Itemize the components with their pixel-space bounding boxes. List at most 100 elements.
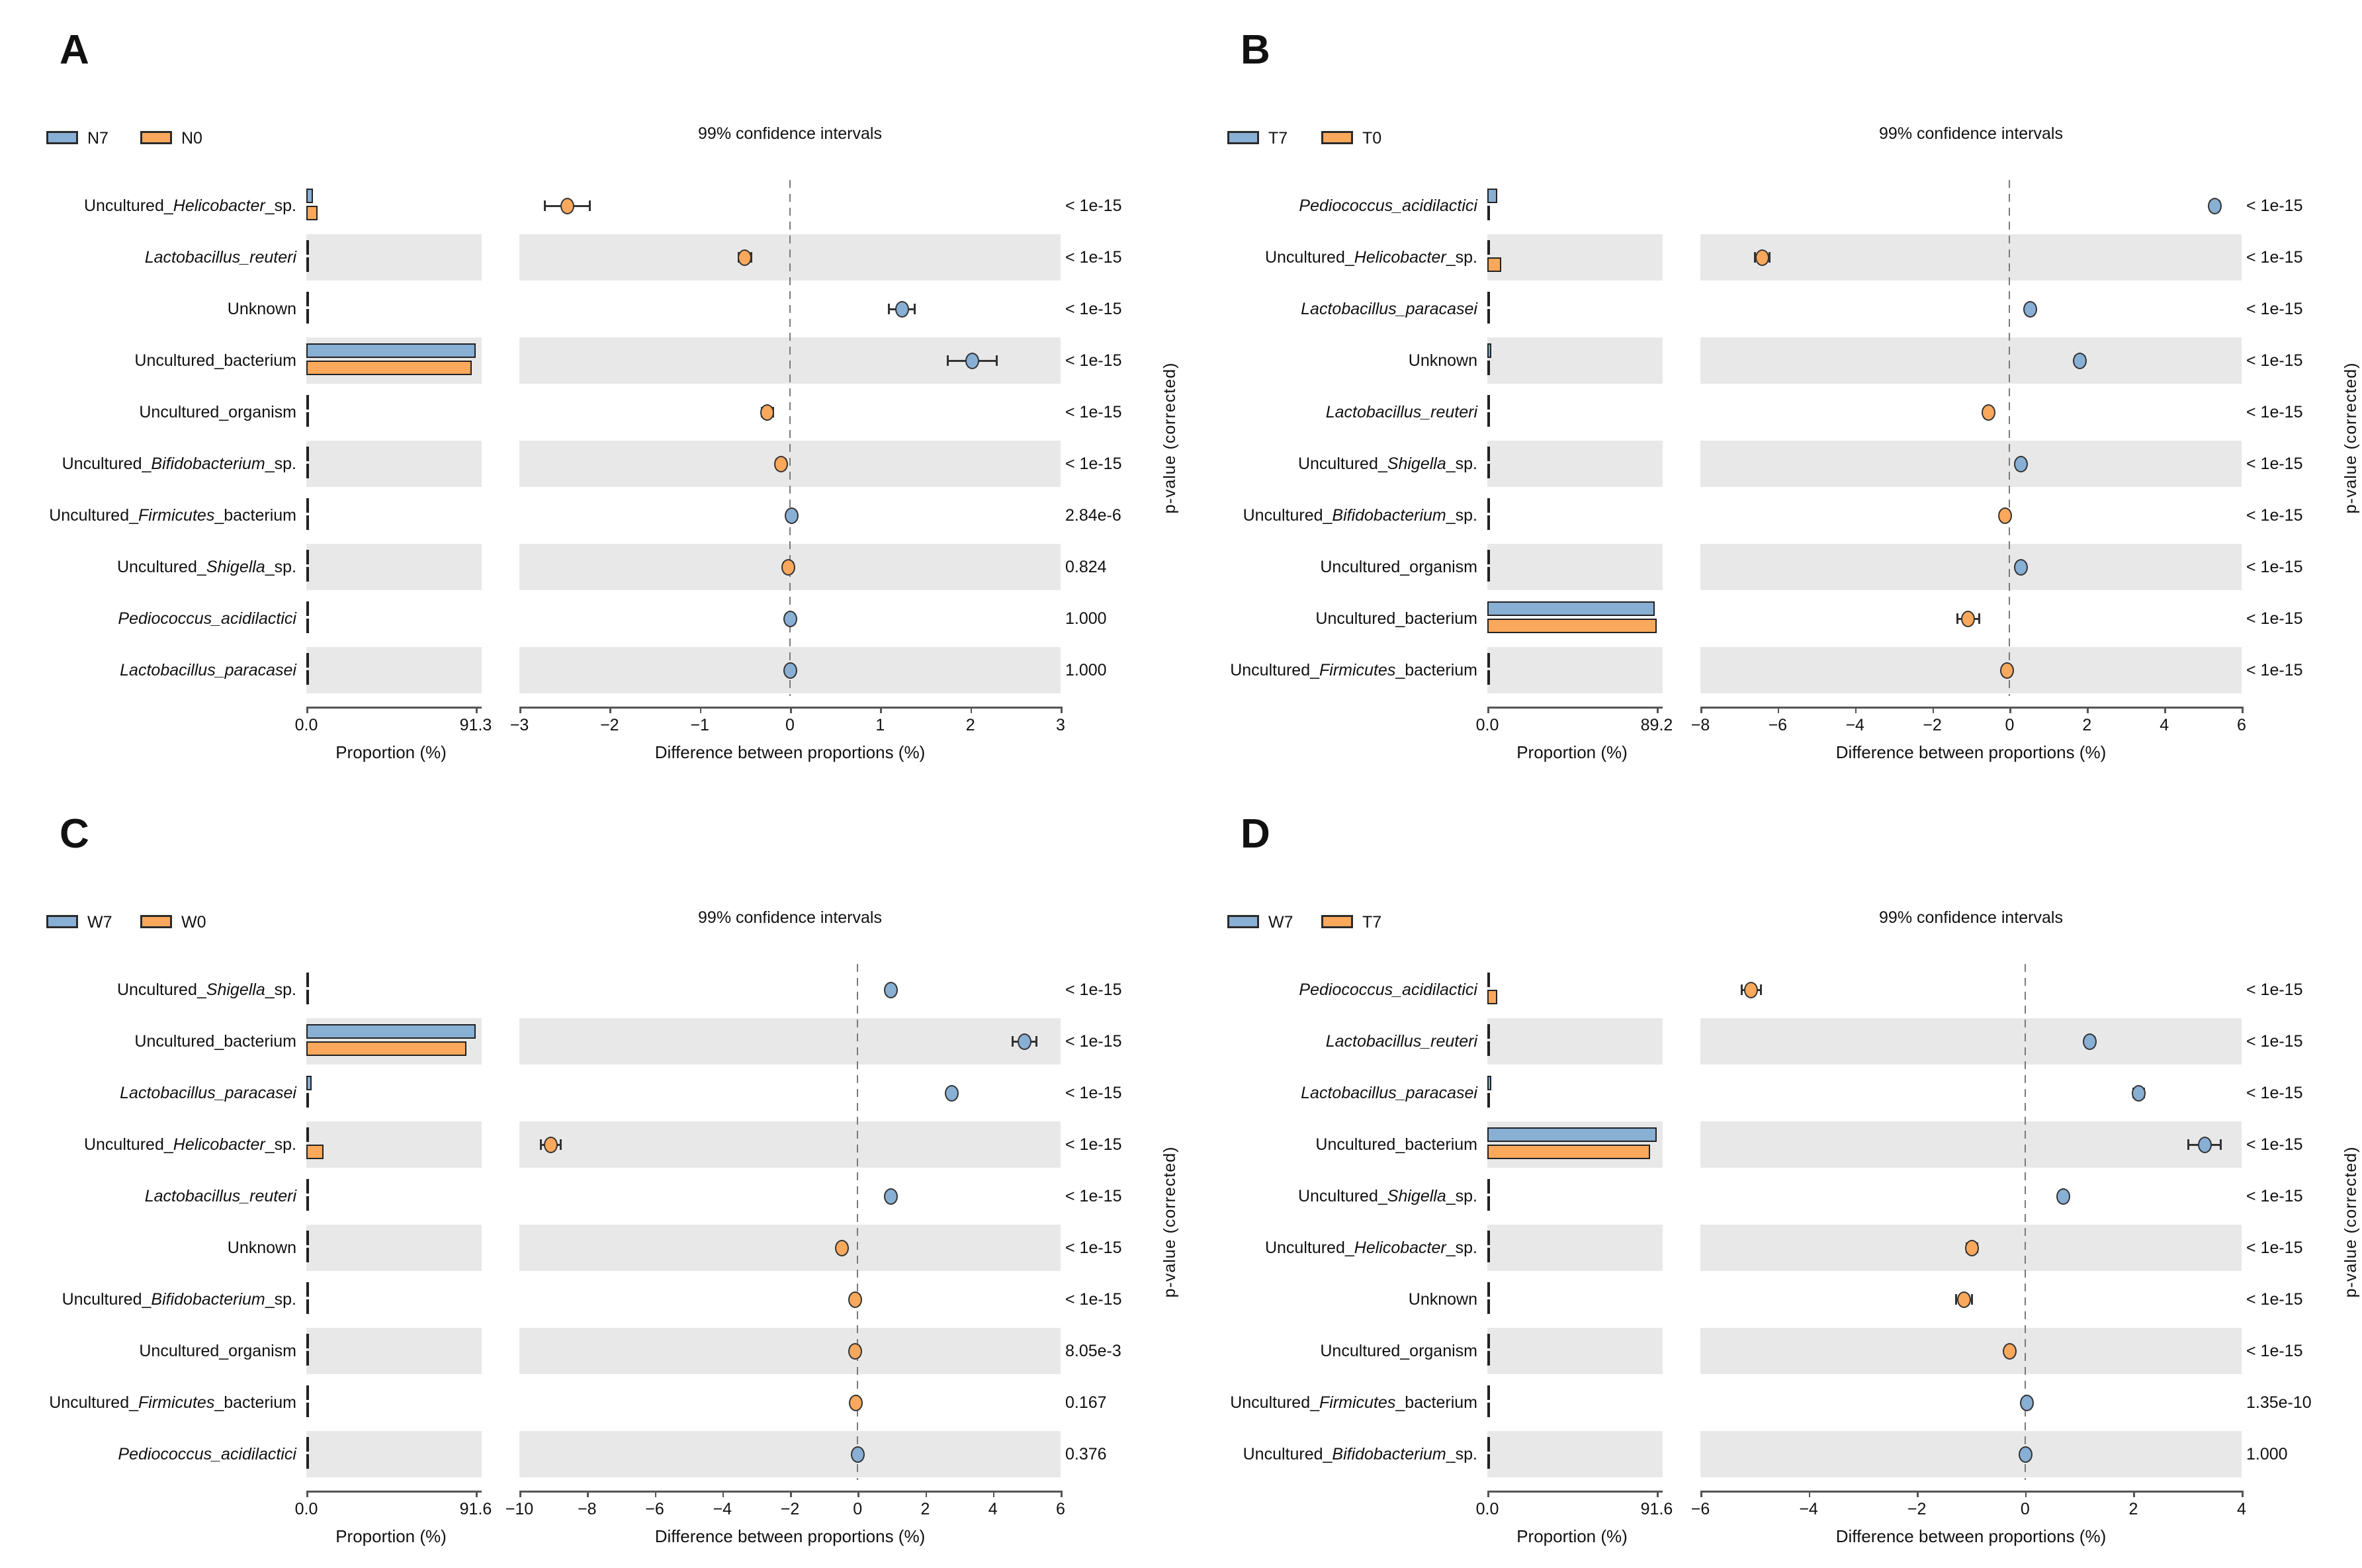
row-label-segment: _sp. <box>265 455 296 473</box>
panel-a: A N7 N0 99% confidence intervals Uncultu… <box>0 0 1181 784</box>
row-label-segment: _sp. <box>1446 1187 1477 1205</box>
row-label-segment: Lactobacillus_paracasei <box>120 661 296 679</box>
row-label-segment: Helicobacter <box>1354 1239 1446 1257</box>
row-band-proportion <box>1487 544 1663 590</box>
difference-axis-tick <box>2025 1491 2027 1497</box>
legend-label-group1: W7 <box>87 913 112 932</box>
row-band-ci <box>519 1328 1061 1374</box>
proportion-bar-group1 <box>1487 1231 1490 1245</box>
row-band-ci <box>519 1121 1061 1168</box>
proportion-bar-group1 <box>306 550 309 564</box>
difference-axis-tick <box>1700 707 1702 713</box>
difference-axis-tick-label: 4 <box>988 1500 998 1518</box>
row-label-segment: Bifidobacterium <box>1332 506 1446 525</box>
difference-axis-tick <box>2164 707 2166 713</box>
p-value: < 1e-15 <box>2246 558 2303 576</box>
row-label: Uncultured_organism <box>0 1325 296 1377</box>
p-value: < 1e-15 <box>1065 1239 1122 1257</box>
ci-dot <box>783 662 797 679</box>
zero-reference-line <box>2024 964 2026 1480</box>
row-band-proportion <box>1487 1328 1663 1374</box>
panel-letter: D <box>1241 811 1270 857</box>
difference-axis-tick-label: 3 <box>1056 716 1065 734</box>
ci-dot <box>2014 455 2029 472</box>
proportion-bar-group1 <box>306 240 309 255</box>
ci-dot <box>1965 1239 1980 1256</box>
row-label-segment: Uncultured_bacterium <box>134 1032 296 1051</box>
ci-dot <box>1744 981 1759 998</box>
difference-axis-tick <box>1700 1491 1702 1497</box>
proportion-axis-tick-label: 89.2 <box>1640 716 1673 734</box>
panel-c: C W7 W0 99% confidence intervals Uncultu… <box>0 784 1181 1568</box>
proportion-bar-group2 <box>306 412 309 427</box>
row-band-ci <box>519 1018 1061 1065</box>
proportion-bar-group2 <box>1487 206 1490 220</box>
proportion-bar-group1 <box>1487 447 1490 461</box>
row-label-segment: Uncultured_ <box>62 1290 152 1309</box>
legend-label-group1: T7 <box>1268 129 1288 148</box>
ci-dot <box>834 1239 849 1256</box>
row-label-segment: Lactobacillus_reuteri <box>144 1187 296 1205</box>
legend-swatch-group1 <box>1227 915 1259 928</box>
ci-errorbar-cap-left <box>1956 613 1959 624</box>
difference-axis-tick <box>699 707 702 713</box>
ci-dot <box>965 352 979 369</box>
difference-axis-tick <box>857 1491 859 1497</box>
proportion-bar-group1 <box>306 395 309 410</box>
row-label: Pediococcus_acidilactici <box>1181 964 1477 1016</box>
row-label: Lactobacillus_reuteri <box>0 1170 296 1222</box>
legend-label-group1: W7 <box>1268 913 1293 932</box>
row-label-segment: Unknown <box>227 300 296 318</box>
row-band-ci <box>1700 544 2242 590</box>
proportion-axis-line <box>1487 707 1663 709</box>
proportion-bar-group2 <box>1487 670 1490 685</box>
row-label: Uncultured_Bifidobacterium_sp. <box>1181 1428 1477 1480</box>
proportion-bar-group1 <box>306 1179 309 1194</box>
row-label-segment: _sp. <box>1446 455 1477 473</box>
difference-axis-tick-label: 0 <box>2005 716 2015 734</box>
row-band-proportion <box>1487 441 1663 487</box>
proportion-bar-group2 <box>306 1145 324 1159</box>
proportion-axis-title: Proportion (%) <box>1516 1526 1628 1546</box>
row-label-segment: Shigella <box>206 980 265 999</box>
difference-axis-tick <box>587 1491 589 1497</box>
p-value: < 1e-15 <box>2246 351 2303 370</box>
ci-dot <box>1956 1291 1971 1308</box>
proportion-bar-group2 <box>306 309 309 324</box>
proportion-bar-group2 <box>1487 990 1498 1004</box>
row-label-segment: Pediococcus_acidilactici <box>118 609 296 628</box>
ci-errorbar-cap-right <box>1760 984 1763 995</box>
row-label-segment: _sp. <box>1446 506 1477 525</box>
difference-axis-tick <box>519 707 521 713</box>
proportion-bar-group2 <box>306 1454 309 1469</box>
proportion-bar-group1 <box>1487 189 1498 203</box>
proportion-bar-group2 <box>306 1351 309 1366</box>
difference-axis-tick-label: 2 <box>2082 716 2092 734</box>
proportion-bar-group1 <box>306 973 309 987</box>
p-value: 1.000 <box>1065 609 1107 628</box>
p-value: < 1e-15 <box>2246 1135 2303 1154</box>
proportion-axis-tick <box>1657 1491 1659 1497</box>
difference-axis-tick <box>2087 707 2089 713</box>
difference-axis-tick <box>1855 707 1857 713</box>
panel-letter: B <box>1241 27 1270 73</box>
ci-errorbar-cap-right <box>560 1139 562 1150</box>
ci-dot <box>738 249 752 266</box>
row-label: Uncultured_Helicobacter_sp. <box>0 1119 296 1170</box>
difference-axis-tick-label: −2 <box>780 1500 800 1518</box>
proportion-bar-group2 <box>306 567 309 582</box>
legend-swatch-group2 <box>1321 131 1353 144</box>
proportion-bar-group1 <box>1487 550 1490 564</box>
row-label-segment: Helicobacter <box>1354 248 1446 267</box>
difference-axis-title: Difference between proportions (%) <box>654 1526 926 1546</box>
row-label: Uncultured_organism <box>1181 541 1477 593</box>
ci-dot <box>944 1084 959 1102</box>
proportion-axis-tick <box>1487 707 1489 713</box>
p-value: < 1e-15 <box>1065 455 1122 473</box>
row-label-segment: Uncultured_organism <box>139 403 296 421</box>
row-label-segment: Shigella <box>206 558 265 576</box>
zero-reference-line <box>857 964 859 1480</box>
difference-axis-tick-label: −6 <box>1768 716 1788 734</box>
row-label-segment: Uncultured_ <box>116 980 206 999</box>
row-label: Uncultured_Firmicutes_bacterium <box>1181 1377 1477 1428</box>
